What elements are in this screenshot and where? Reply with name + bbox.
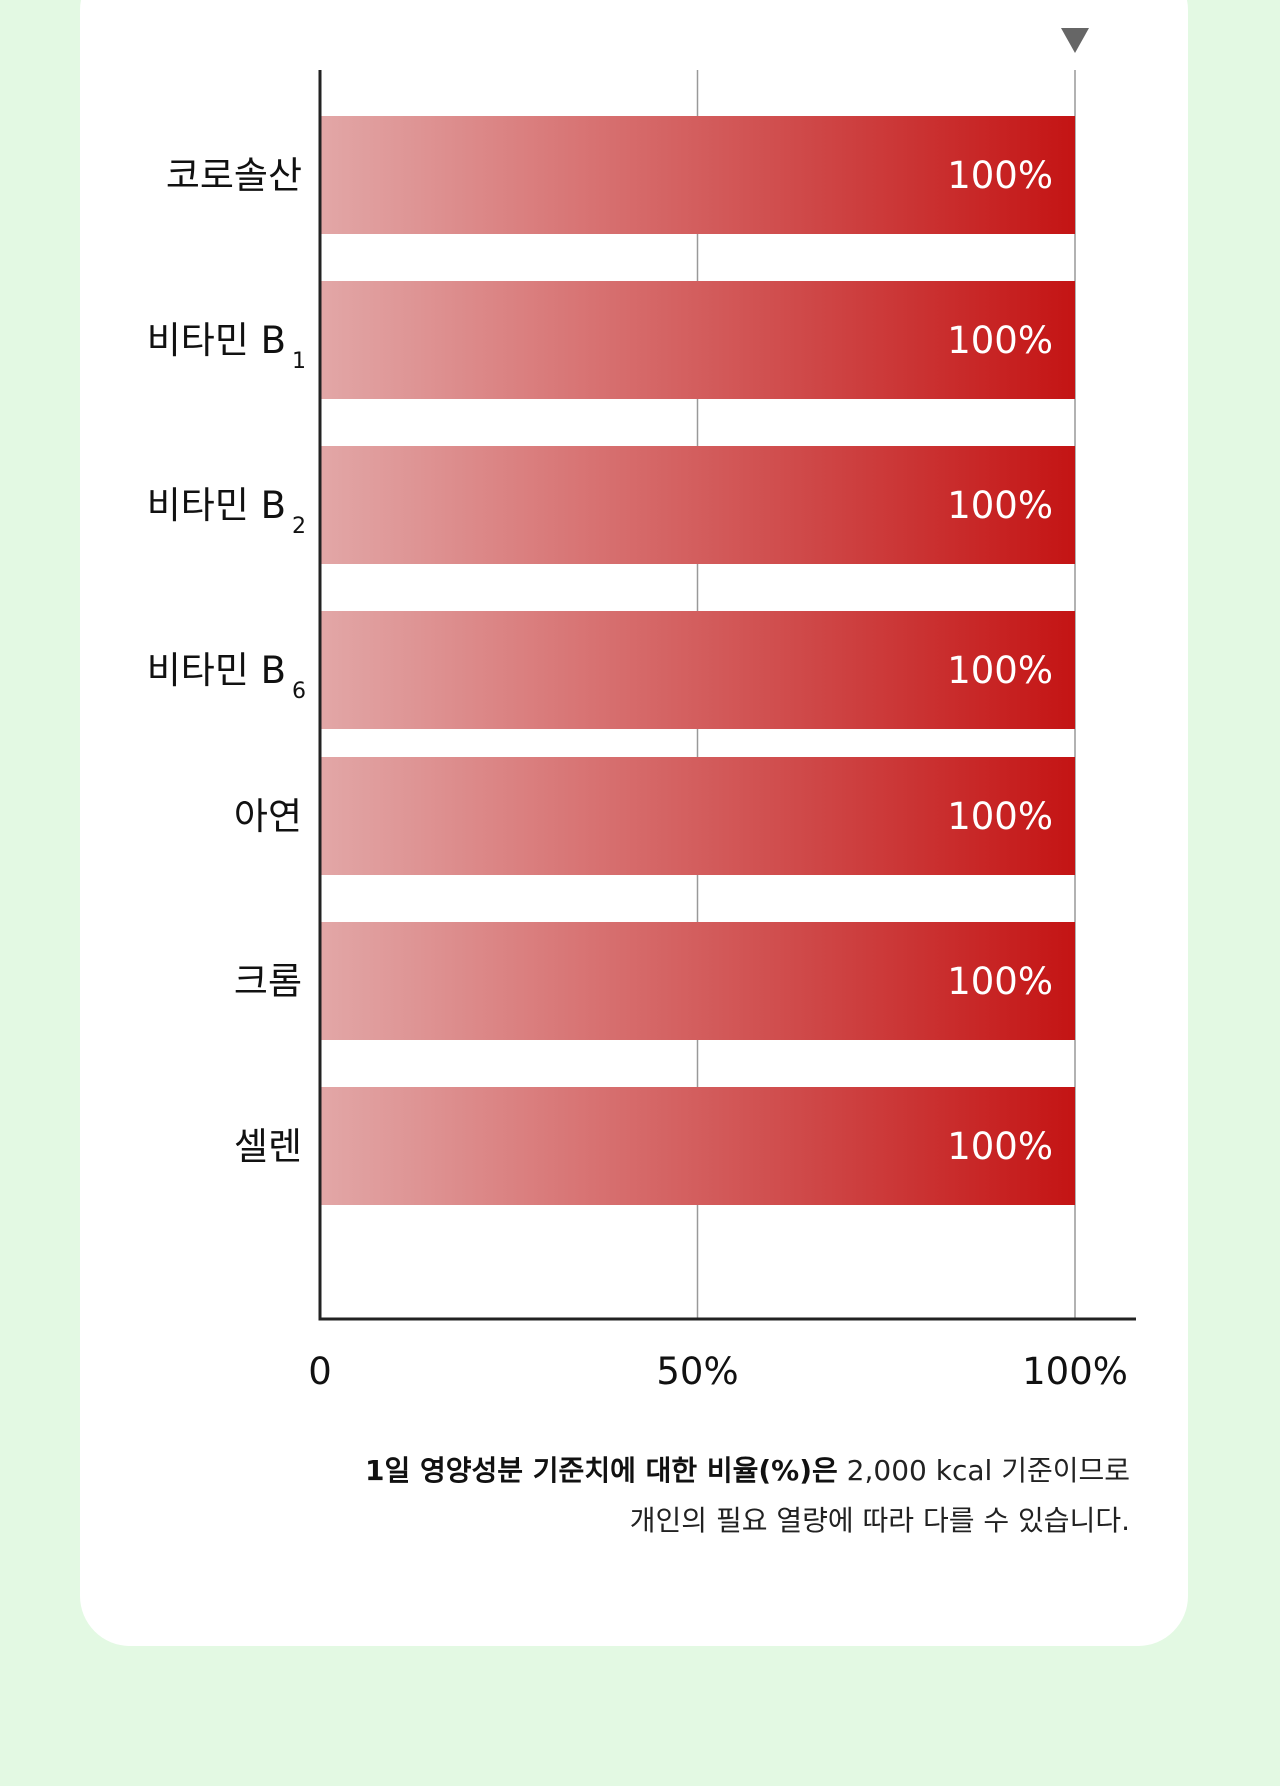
bar-2 — [320, 281, 1075, 399]
bar-value-label-3: 100% — [947, 484, 1053, 527]
bar-7 — [320, 1087, 1075, 1205]
category-label-3: 비타민 B — [147, 484, 286, 527]
x-tick-label-100: 100% — [1022, 1350, 1128, 1393]
category-subscript-3: 2 — [292, 514, 306, 539]
footnote-text-1: 2,000 kcal 기준이므로 — [837, 1454, 1130, 1487]
footnote: 1일 영양성분 기준치에 대한 비율(%)은 2,000 kcal 기준이므로 … — [365, 1446, 1130, 1546]
bar-value-label-7: 100% — [947, 1125, 1053, 1168]
bar-3 — [320, 446, 1075, 564]
category-subscript-2: 1 — [292, 349, 306, 374]
bar-5 — [320, 757, 1075, 875]
bar-value-label-2: 100% — [947, 319, 1053, 362]
category-label-5: 아연 — [234, 795, 302, 838]
category-label-6: 크롬 — [234, 960, 302, 1003]
bar-value-label-1: 100% — [947, 154, 1053, 197]
category-label-7: 셀렌 — [234, 1125, 302, 1168]
reference-marker-triangle — [1061, 28, 1089, 53]
bar-1 — [320, 116, 1075, 234]
footnote-line-2: 개인의 필요 열량에 따라 다를 수 있습니다. — [629, 1504, 1130, 1537]
category-label-2: 비타민 B — [147, 319, 286, 362]
bar-4 — [320, 611, 1075, 729]
x-tick-label-0: 0 — [308, 1350, 332, 1393]
category-subscript-4: 6 — [292, 679, 306, 704]
footnote-line-1: 1일 영양성분 기준치에 대한 비율(%)은 2,000 kcal 기준이므로 — [365, 1446, 1130, 1496]
footnote-bold: 1일 영양성분 기준치에 대한 비율(%)은 — [365, 1454, 838, 1487]
x-tick-label-50: 50% — [656, 1350, 738, 1393]
category-label-4: 비타민 B — [147, 649, 286, 692]
bar-value-label-5: 100% — [947, 795, 1053, 838]
category-label-1: 코로솔산 — [166, 154, 302, 197]
bar-value-label-4: 100% — [947, 649, 1053, 692]
bar-6 — [320, 922, 1075, 1040]
bar-value-label-6: 100% — [947, 960, 1053, 1003]
